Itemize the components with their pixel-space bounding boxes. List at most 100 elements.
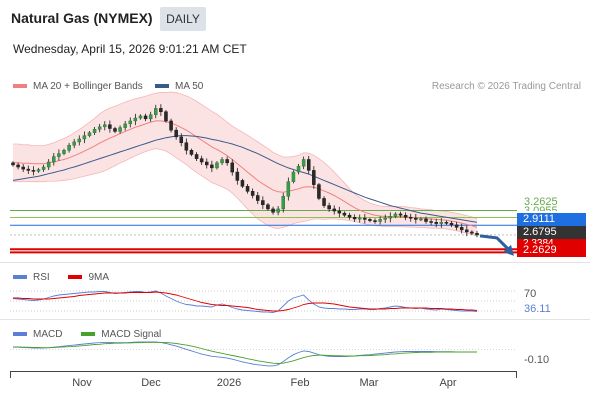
candle-up (52, 156, 56, 163)
support1-badge: 2.3384 (517, 239, 586, 244)
candle-down (347, 214, 352, 218)
candle-down (255, 195, 260, 201)
candle-down (261, 200, 265, 205)
candle-down (189, 150, 194, 155)
candle-down (11, 162, 15, 166)
candle-down (337, 210, 342, 214)
x-tick-label: Apr (439, 377, 457, 389)
candle-down (266, 204, 270, 210)
candle-up (357, 217, 362, 220)
rsi-ma-swatch (68, 275, 83, 280)
candle-down (403, 214, 408, 218)
candle-down (373, 220, 377, 222)
candle-up (97, 126, 102, 130)
candle-down (21, 166, 25, 170)
candle-down (444, 222, 449, 224)
candle-down (342, 212, 347, 216)
candle-up (215, 162, 219, 169)
resistance-label: 3.2625 (524, 196, 558, 208)
candle-down (322, 198, 326, 206)
candle-down (434, 222, 438, 224)
rsi-label: RSI (33, 272, 50, 283)
rsi-ma-label: 9MA (88, 272, 110, 283)
rsi-ma-line (13, 291, 478, 312)
candle-down (408, 217, 413, 219)
candle-down (184, 142, 189, 151)
candle-up (393, 213, 398, 217)
candle-down (108, 124, 112, 129)
candle-down (429, 221, 433, 223)
macd-value-label: -0.10 (524, 354, 550, 366)
candle-up (92, 129, 97, 133)
candle-up (87, 132, 92, 136)
candle-up (301, 159, 306, 167)
candle-up (128, 120, 133, 125)
resistance2-label: 3.0955 (524, 206, 558, 211)
bollinger-band (13, 92, 477, 237)
macd-label: MACD (33, 329, 63, 340)
candle-down (414, 217, 418, 220)
pivot-badge: 2.9111 (517, 213, 586, 226)
candle-up (383, 217, 387, 220)
candle-up (41, 166, 46, 170)
candle-down (250, 191, 255, 196)
candle-up (286, 181, 291, 197)
candle-down (210, 164, 214, 169)
macd-signal-label: MACD Signal (101, 329, 162, 340)
x-tick-label: Feb (290, 377, 310, 389)
candle-down (424, 218, 428, 222)
macd-swatch (13, 332, 27, 337)
candle-up (133, 117, 138, 122)
candle-up (103, 124, 107, 128)
candle-down (271, 208, 275, 213)
candle-up (439, 222, 444, 224)
x-tick-label: Dec (141, 377, 161, 389)
rsi-value-label: 36.11 (524, 303, 551, 315)
candle-down (368, 219, 372, 221)
candle-down (143, 115, 148, 120)
candle-up (123, 123, 127, 128)
rsi-legend: RSI 9MA (13, 272, 109, 283)
candle-up (419, 218, 423, 221)
candle-down (475, 232, 479, 236)
candle-up (138, 115, 143, 119)
macd-line (13, 341, 477, 367)
legend-ma50: MA 50 (155, 81, 203, 92)
period-button[interactable]: DAILY (160, 7, 206, 31)
ma50-line (12, 135, 478, 223)
candle-down (459, 227, 464, 231)
candle-up (62, 150, 66, 154)
research-credit: Research © 2026 Trading Central (431, 81, 581, 92)
ma20-line (13, 120, 478, 228)
rsi-level-label: 70 (524, 288, 537, 300)
bollinger-lower (13, 148, 478, 237)
ma50-label: MA 50 (175, 81, 204, 92)
candle-down (230, 162, 235, 173)
chart-datetime: Wednesday, April 15, 2026 9:01:21 AM CET (13, 42, 247, 56)
x-tick-label: Nov (72, 377, 92, 389)
candle-down (352, 217, 357, 220)
candle-down (327, 205, 331, 210)
ma20-swatch (13, 84, 27, 89)
candle-down (164, 111, 168, 122)
macd-panel (10, 341, 517, 367)
candle-down (332, 208, 336, 212)
candle-up (77, 138, 82, 143)
candle-down (174, 129, 178, 138)
candle-up (220, 159, 224, 164)
candle-down (235, 171, 240, 181)
candle-up (281, 196, 286, 210)
rsi-swatch (13, 275, 27, 280)
forecast-arrow (479, 234, 511, 251)
candle-down (113, 128, 117, 132)
macd-signal-line (13, 341, 477, 364)
candle-down (16, 164, 20, 168)
candle-up (388, 216, 393, 219)
candle-down (449, 222, 454, 226)
legend-ma20: MA 20 + Bollinger Bands (13, 81, 143, 92)
candle-down (179, 136, 184, 143)
candle-up (148, 114, 153, 120)
candle-up (67, 144, 71, 151)
candle-up (154, 108, 158, 115)
